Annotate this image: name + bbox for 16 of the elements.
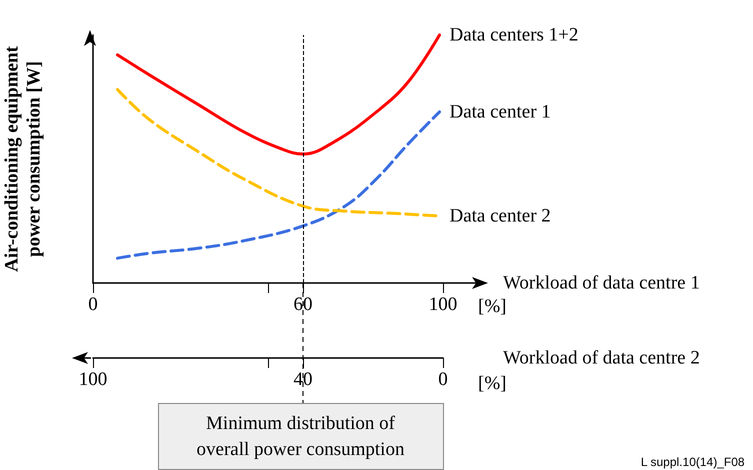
x-axis-title: Workload of data centre 1: [503, 272, 700, 294]
text: Minimum distribution of overall power consumption: [196, 413, 405, 460]
series-label: Data centers 1+2: [450, 24, 578, 46]
x2-tick-label: 40: [294, 369, 312, 390]
text: L suppl.10(14)_F08: [640, 455, 745, 469]
y-axis-title: Air-conditioning equipment power consumption [W]: [2, 45, 44, 272]
x2-tick-label: 0: [438, 369, 448, 390]
x2-axis-title: Workload of data centre 2: [503, 348, 700, 368]
x-tick-label: 100: [428, 294, 458, 315]
text: [%]: [478, 373, 506, 394]
x-tick-label: 60: [294, 294, 312, 315]
series-label: Data center 2: [450, 206, 551, 227]
text: [%]: [478, 296, 506, 317]
x2-tick-label: 100: [78, 369, 108, 390]
x-tick-label: 0: [88, 294, 98, 315]
series-label: Data center 1: [450, 101, 551, 122]
